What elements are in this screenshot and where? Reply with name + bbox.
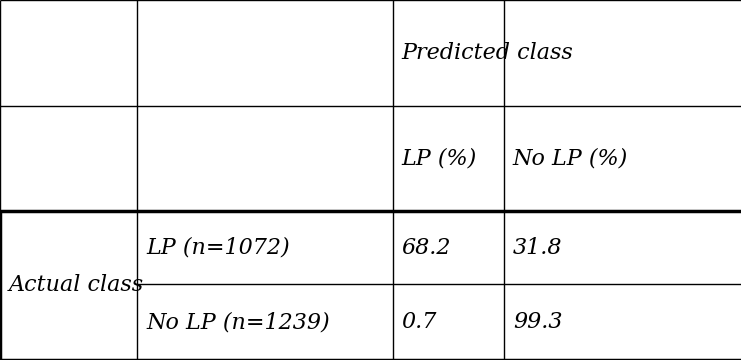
Text: No LP (n=1239): No LP (n=1239) bbox=[146, 311, 330, 333]
Text: LP (n=1072): LP (n=1072) bbox=[146, 237, 290, 258]
Text: 31.8: 31.8 bbox=[513, 237, 562, 258]
Text: 0.7: 0.7 bbox=[402, 311, 437, 333]
Text: Actual class: Actual class bbox=[9, 274, 144, 296]
Text: Predicted class: Predicted class bbox=[402, 42, 574, 64]
Text: 68.2: 68.2 bbox=[402, 237, 451, 258]
Text: LP (%): LP (%) bbox=[402, 147, 477, 170]
Text: No LP (%): No LP (%) bbox=[513, 147, 628, 170]
Text: 99.3: 99.3 bbox=[513, 311, 562, 333]
